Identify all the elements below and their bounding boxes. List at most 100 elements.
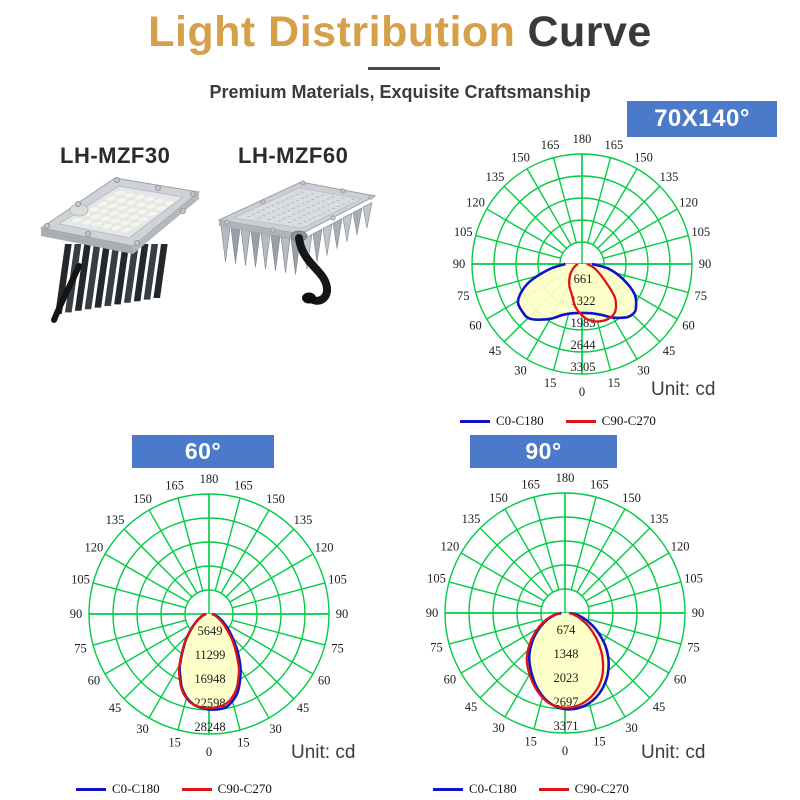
- badge-60: 60°: [132, 435, 274, 468]
- chart-labels: 674 1348 2023 2697 3371 0 15 15 30 30 45 45 60 60 75 75…: [426, 471, 705, 758]
- lens-dot-array: [246, 191, 356, 225]
- angle-label: 150: [489, 491, 508, 505]
- chart-labels: 5649 11299 16948 22598 28248 0 15 15 30 30 45 45 60 6…: [70, 472, 349, 759]
- polar-chart-70X140: 661 1322 1983 2644 3305 0 15 15 30 30 45 45 60 60 75 75…: [453, 132, 712, 399]
- angle-label: 150: [133, 492, 152, 506]
- beam-fill: [529, 613, 609, 710]
- angle-label: 90: [70, 607, 83, 621]
- angle-label: 150: [622, 491, 641, 505]
- beam-curve-C90-C270: [568, 262, 618, 323]
- angle-label: 30: [625, 721, 638, 735]
- polar-grid: [88, 493, 330, 735]
- ring-value-label: 16948: [194, 672, 225, 686]
- legend-90: C0-C180 C90-C270: [433, 781, 629, 797]
- legend-70x140: C0-C180 C90-C270: [460, 413, 656, 429]
- angle-label: 135: [462, 512, 481, 526]
- angle-label: 105: [691, 225, 710, 239]
- power-cable: [51, 263, 82, 323]
- legend-line-c90-icon: [565, 419, 596, 423]
- angle-label: 15: [544, 376, 557, 390]
- ring-value-label: 1348: [554, 647, 579, 661]
- page-title: Light Distribution Curve: [0, 8, 800, 57]
- legend-label-c90: C90-C270: [574, 781, 629, 796]
- angle-label: 45: [465, 700, 478, 714]
- angle-label: 0: [206, 745, 212, 759]
- angle-label: 15: [237, 735, 250, 749]
- title-divider: [368, 67, 440, 70]
- angle-label: 15: [524, 734, 537, 748]
- angle-label: 75: [74, 641, 87, 655]
- beam-fill: [517, 264, 637, 320]
- ring-value-label: 5649: [198, 624, 223, 638]
- led-array: [72, 190, 175, 233]
- angle-label: 15: [608, 376, 621, 390]
- angle-label: 180: [573, 132, 592, 146]
- angle-label: 60: [318, 674, 331, 688]
- angle-label: 150: [266, 492, 285, 506]
- ring-value-label: 2023: [554, 671, 579, 685]
- ring-value-label: 2644: [571, 338, 597, 352]
- angle-label: 0: [579, 385, 585, 399]
- ring-value-label: 22598: [194, 696, 225, 710]
- angle-label: 75: [695, 289, 708, 303]
- angle-label: 30: [136, 722, 149, 736]
- title-accent: Light Distribution: [148, 8, 516, 56]
- beam-fill: [179, 614, 241, 710]
- angle-label: 90: [692, 606, 705, 620]
- power-cable: [295, 234, 331, 305]
- angle-label: 0: [562, 744, 568, 758]
- angle-label: 150: [511, 150, 530, 164]
- angle-label: 75: [687, 640, 700, 654]
- ring-value-label: 3371: [554, 719, 579, 733]
- title-rest: Curve: [527, 8, 652, 56]
- angle-label: 165: [590, 478, 609, 492]
- legend-label-c0: C0-C180: [112, 781, 160, 796]
- page-subtitle: Premium Materials, Exquisite Craftsmansh…: [209, 82, 591, 102]
- ring-value-label: 11299: [195, 648, 226, 662]
- angle-label: 45: [653, 700, 666, 714]
- legend-line-c90-icon: [538, 787, 569, 791]
- angle-label: 105: [328, 573, 347, 587]
- heatsink-fins: [220, 202, 373, 275]
- legend-line-c0-icon: [460, 419, 490, 423]
- legend-line-c0-icon: [433, 787, 463, 791]
- legend-label-c90: C90-C270: [601, 413, 656, 428]
- angle-label: 30: [514, 364, 527, 378]
- angle-label: 90: [426, 606, 439, 620]
- angle-label: 45: [297, 701, 310, 715]
- angle-label: 135: [106, 513, 125, 527]
- product-label-mzf30: LH-MZF30: [60, 143, 171, 168]
- beam-curve-C90-C270: [177, 612, 241, 710]
- ring-value-label: 3305: [571, 360, 596, 374]
- angle-label: 165: [165, 479, 184, 493]
- angle-label: 105: [454, 225, 473, 239]
- angle-label: 90: [453, 257, 466, 271]
- ring-value-label: 1983: [571, 316, 596, 330]
- angle-label: 45: [663, 344, 676, 358]
- unit-label-60: Unit: cd: [291, 742, 356, 763]
- chart-labels: 661 1322 1983 2644 3305 0 15 15 30 30 45 45 60 60 75 75…: [453, 132, 712, 399]
- angle-label: 60: [682, 319, 695, 333]
- angle-label: 135: [294, 513, 313, 527]
- angle-label: 120: [466, 196, 485, 210]
- angle-label: 60: [469, 319, 482, 333]
- beam-fill: [179, 614, 239, 708]
- angle-label: 165: [541, 138, 560, 152]
- angle-label: 60: [88, 674, 101, 688]
- beam-curve-C0-C180: [178, 612, 242, 711]
- angle-label: 45: [109, 701, 122, 715]
- angle-label: 120: [84, 541, 103, 555]
- angle-label: 135: [650, 512, 669, 526]
- angle-label: 90: [699, 257, 712, 271]
- angle-label: 60: [444, 673, 457, 687]
- heatsink-fins: [55, 244, 168, 314]
- legend-60: C0-C180 C90-C270: [76, 781, 272, 797]
- polar-chart-60: 5649 11299 16948 22598 28248 0 15 15 30 30 45 45 60 6…: [70, 472, 349, 759]
- ring-value-label: 1322: [571, 294, 596, 308]
- angle-label: 180: [200, 472, 219, 486]
- angle-label: 90: [336, 607, 349, 621]
- polar-grid: [444, 492, 686, 734]
- product-image-mzf30: [39, 176, 201, 323]
- beam-fill: [526, 613, 604, 708]
